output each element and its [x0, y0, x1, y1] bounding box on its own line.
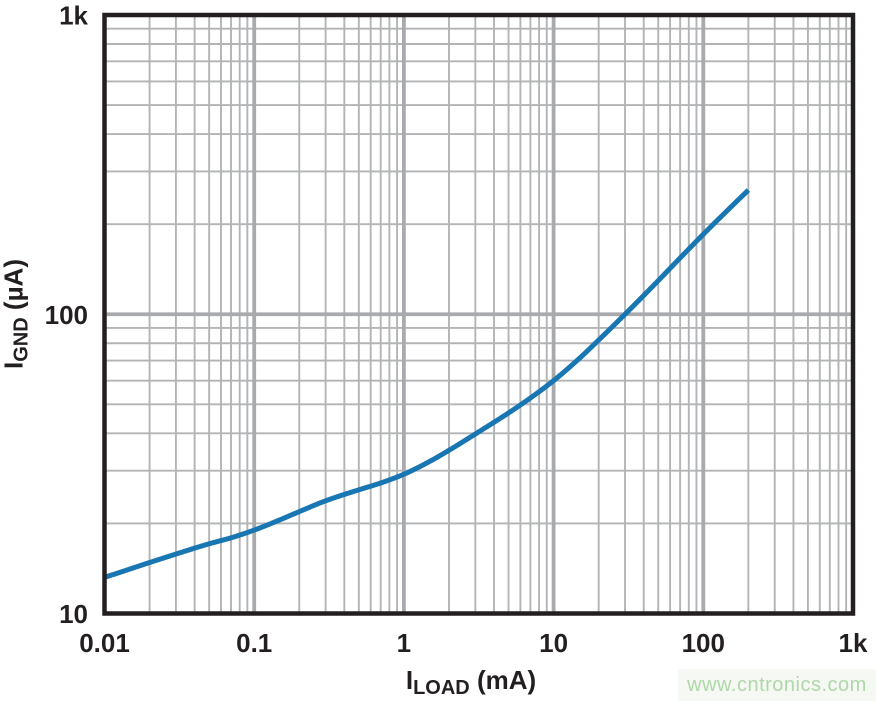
y-axis-symbol: I — [0, 361, 29, 369]
x-tick-label: 1k — [839, 628, 868, 658]
y-tick-label: 1k — [59, 1, 88, 31]
x-tick-label: 1 — [397, 628, 411, 658]
x-axis-subscript: LOAD — [413, 677, 470, 699]
x-axis-symbol: I — [405, 665, 414, 695]
curve-series — [103, 188, 751, 580]
y-axis-unit: (µA) — [0, 259, 29, 318]
y-tick-label: 100 — [45, 300, 88, 330]
watermark-box: www.cntronics.com — [678, 669, 876, 701]
watermark-text: www.cntronics.com — [687, 673, 867, 696]
x-axis-title: ILOAD (mA) — [406, 667, 536, 698]
x-tick-label: 100 — [682, 628, 725, 658]
y-axis-title: IGND (µA) — [0, 259, 33, 369]
x-axis-unit: (mA) — [469, 665, 537, 695]
plot-frame — [102, 12, 856, 616]
y-tick-label: 10 — [59, 599, 88, 629]
y-axis-subscript: GND — [10, 317, 33, 362]
x-tick-label: 0.1 — [236, 628, 272, 658]
x-tick-label: 0.01 — [79, 628, 130, 658]
x-tick-label: 10 — [539, 628, 568, 658]
